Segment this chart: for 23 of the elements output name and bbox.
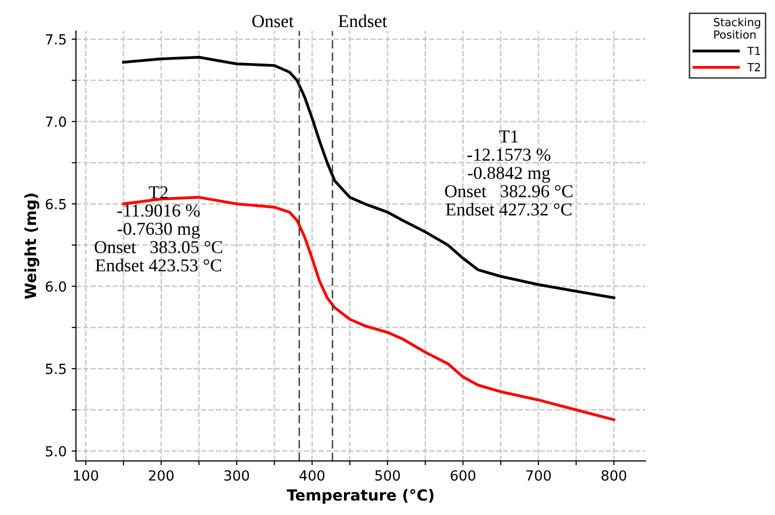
y-tick-label: 6.5 bbox=[46, 198, 66, 210]
legend-label: T2 bbox=[747, 62, 760, 72]
ref-line-label: Onset bbox=[252, 15, 294, 28]
x-tick-label: 700 bbox=[526, 470, 551, 481]
x-tick-label: 600 bbox=[450, 470, 476, 481]
annotation: T2 -11.9016 % -0.7630 mg Onset 383.05 °C Endset 423.53 °C bbox=[94, 186, 222, 272]
legend-label: T1 bbox=[747, 46, 760, 55]
y-axis-title: Weight (mg) bbox=[24, 194, 40, 300]
x-tick-label: 400 bbox=[300, 470, 324, 481]
y-tick-label: 5.0 bbox=[46, 446, 66, 457]
y-tick-label: 7.5 bbox=[46, 34, 66, 45]
x-tick-label: 800 bbox=[602, 470, 626, 481]
y-tick-label: 5.5 bbox=[46, 364, 66, 374]
x-tick-label: 100 bbox=[74, 470, 98, 481]
x-axis-title: Temperature (°C) bbox=[286, 488, 434, 504]
y-tick-label: 6.0 bbox=[46, 281, 66, 292]
legend-title: Stacking Position bbox=[714, 18, 760, 39]
y-tick-label: 7.0 bbox=[46, 116, 66, 127]
ref-line-label: Endset bbox=[338, 14, 388, 28]
x-tick-label: 300 bbox=[224, 470, 249, 481]
annotation: T1 -12.1573 % -0.8842 mg Onset 382.96 °C Endset 427.32 °C bbox=[445, 130, 572, 216]
x-tick-label: 500 bbox=[375, 470, 400, 481]
x-tick-label: 200 bbox=[148, 470, 174, 481]
